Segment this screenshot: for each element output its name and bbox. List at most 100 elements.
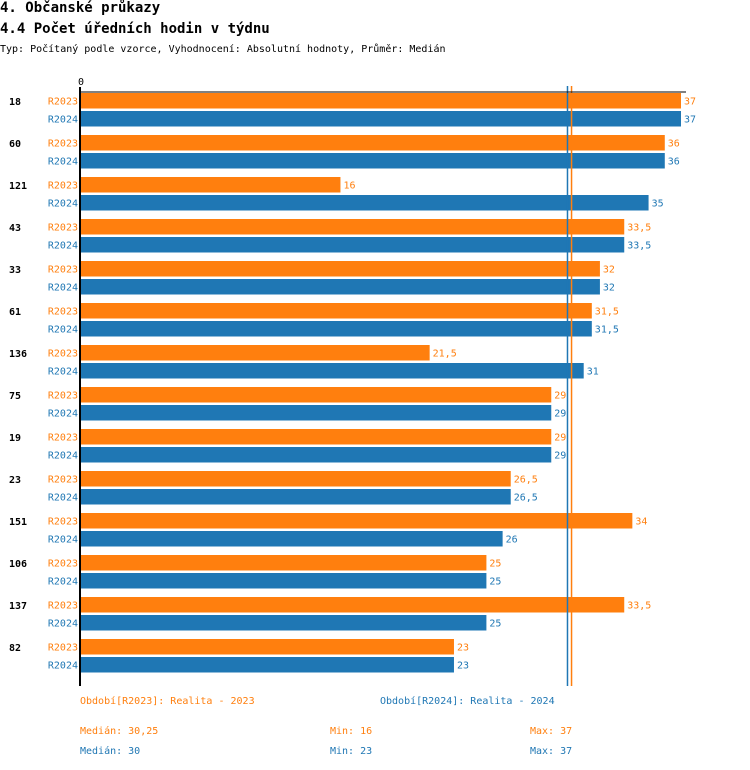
bar-chart: 0 18 R2023 37 R2024 37 60 R2023 36 R2024 36 121 R202… [9,77,696,686]
series-label: R2023 [48,97,78,108]
data-label: 25 [489,577,501,588]
category-label: 137 [9,601,27,612]
bar [81,555,487,571]
data-label: 34 [635,517,647,528]
series-label: R2024 [48,493,78,504]
category-label: 121 [9,181,27,192]
axis-tick-label: 0 [78,77,84,88]
bar [81,153,665,169]
series-label: R2023 [48,265,78,276]
data-label: 37 [684,97,696,108]
category-label: 43 [9,223,21,234]
series-label: R2024 [48,241,78,252]
stat-max-r2023: Max: 37 [530,726,573,737]
bar [81,93,681,109]
category-label: 61 [9,307,21,318]
data-label: 31 [587,367,599,378]
category-label: 23 [9,475,21,486]
bar [81,279,600,295]
data-label: 26 [506,535,518,546]
bar [81,195,649,211]
data-label: 32 [603,265,615,276]
bar [81,177,341,193]
series-label: R2024 [48,619,78,630]
category-label: 106 [9,559,27,570]
category-label: 82 [9,643,21,654]
bar [81,471,511,487]
bar [81,573,487,589]
data-label: 23 [457,661,469,672]
bar [81,219,625,235]
data-label: 29 [554,433,566,444]
category-label: 18 [9,97,21,108]
series-label: R2024 [48,577,78,588]
bar [81,597,625,613]
bar [81,657,454,673]
data-label: 36 [668,139,680,150]
series-label: R2024 [48,661,78,672]
series-label: R2024 [48,451,78,462]
bar [81,111,681,127]
data-label: 26,5 [514,475,538,486]
series-label: R2024 [48,283,78,294]
category-label: 60 [9,139,21,150]
data-label: 32 [603,283,615,294]
stat-median-r2024: Medián: 30 [80,746,141,757]
series-label: R2024 [48,409,78,420]
series-label: R2023 [48,307,78,318]
data-label: 33,5 [627,241,651,252]
stat-min-r2023: Min: 16 [330,726,373,737]
series-label: R2023 [48,391,78,402]
series-label: R2024 [48,325,78,336]
bar [81,363,584,379]
series-label: R2023 [48,433,78,444]
bar [81,639,454,655]
data-label: 25 [489,619,501,630]
series-label: R2023 [48,643,78,654]
series-label: R2023 [48,349,78,360]
chart-title: 4.4 Počet úředních hodin v týdnu [0,21,270,37]
bar [81,303,592,319]
data-label: 26,5 [514,493,538,504]
data-label: 29 [554,409,566,420]
category-label: 136 [9,349,27,360]
stat-median-r2023: Medián: 30,25 [80,726,159,737]
data-label: 35 [652,199,664,210]
stat-min-r2024: Min: 23 [330,746,373,757]
bar [81,513,633,529]
series-label: R2023 [48,559,78,570]
bar [81,405,552,421]
series-label: R2023 [48,601,78,612]
section-title: 4. Občanské průkazy [0,0,161,16]
series-label: R2023 [48,517,78,528]
bar [81,531,503,547]
bar [81,489,511,505]
series-label: R2024 [48,115,78,126]
data-label: 36 [668,157,680,168]
data-label: 25 [489,559,501,570]
category-label: 19 [9,433,21,444]
data-label: 29 [554,451,566,462]
bar [81,345,430,361]
series-label: R2023 [48,475,78,486]
category-label: 151 [9,517,27,528]
series-label: R2023 [48,139,78,150]
bar [81,387,552,403]
series-label: R2024 [48,535,78,546]
bar [81,429,552,445]
data-label: 31,5 [595,325,619,336]
series-label: R2024 [48,367,78,378]
bar [81,135,665,151]
data-label: 33,5 [627,223,651,234]
legend-r2024: Období[R2024]: Realita - 2024 [380,696,555,707]
bar [81,615,487,631]
series-label: R2024 [48,199,78,210]
series-label: R2024 [48,157,78,168]
category-label: 75 [9,391,21,402]
series-label: R2023 [48,181,78,192]
series-label: R2023 [48,223,78,234]
data-label: 16 [343,181,355,192]
legend-r2023: Období[R2023]: Realita - 2023 [80,696,255,707]
data-label: 23 [457,643,469,654]
data-label: 33,5 [627,601,651,612]
